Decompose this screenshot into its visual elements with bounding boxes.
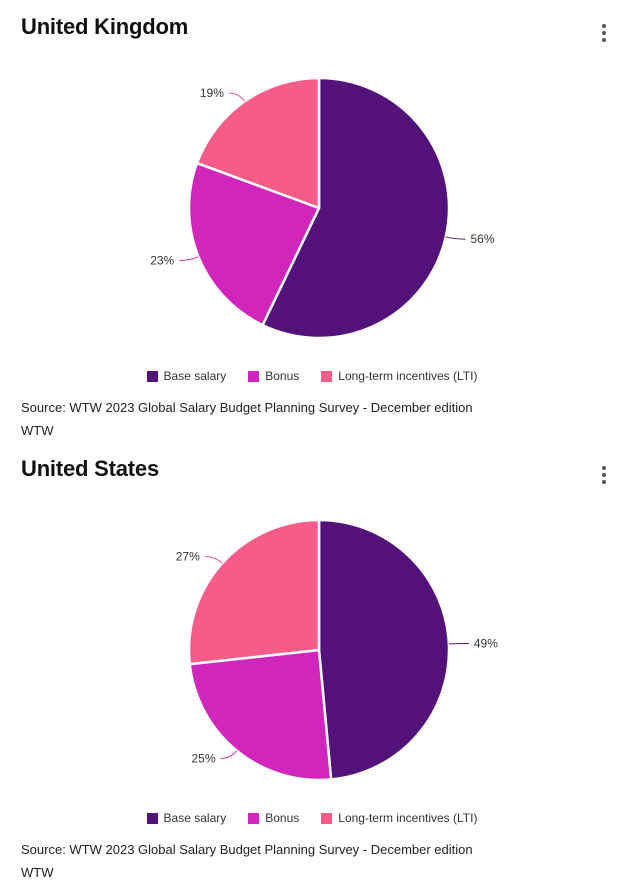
- legend-item-lti[interactable]: Long-term incentives (LTI): [321, 368, 477, 384]
- label-leader-line: [445, 236, 466, 240]
- kebab-menu-icon[interactable]: [596, 464, 612, 488]
- data-label: 56%: [470, 232, 494, 246]
- legend-label: Bonus: [265, 811, 300, 825]
- legend-item-base-salary[interactable]: Base salary: [146, 810, 227, 826]
- pie-chart-uk: 56% 23% 19%: [150, 76, 495, 340]
- source-credit: WTW: [21, 865, 54, 880]
- pie-slice-bonus[interactable]: [187, 161, 321, 327]
- legend-item-bonus[interactable]: Bonus: [248, 368, 299, 384]
- data-label: 19%: [200, 86, 224, 100]
- chart-title: United States: [21, 456, 159, 481]
- data-label: 25%: [191, 751, 215, 765]
- label-leader-line: [204, 556, 223, 564]
- legend-swatch: [146, 370, 158, 382]
- chart-title: United Kingdom: [21, 14, 189, 39]
- legend-label: Base salary: [163, 811, 227, 825]
- pie-slice-bonus[interactable]: [188, 648, 333, 782]
- data-label: 23%: [150, 254, 174, 268]
- pie-slice-base-salary[interactable]: [261, 76, 451, 340]
- legend-swatch: [321, 812, 333, 824]
- legend: Base salary Bonus Long-term incentives (…: [0, 810, 624, 826]
- label-leader-line: [220, 750, 238, 759]
- legend-swatch: [248, 812, 260, 824]
- legend-swatch: [146, 812, 158, 824]
- legend-swatch: [248, 370, 260, 382]
- legend: Base salary Bonus Long-term incentives (…: [0, 368, 624, 384]
- source-note: Source: WTW 2023 Global Salary Budget Pl…: [21, 400, 473, 415]
- legend-label: Long-term incentives (LTI): [338, 811, 478, 825]
- pie-slice-lti[interactable]: [195, 76, 321, 210]
- label-leader-line: [179, 256, 199, 262]
- pie-slice-lti[interactable]: [187, 518, 321, 666]
- pie-chart-us: 49% 25% 27%: [176, 518, 498, 782]
- pie-slice-base-salary[interactable]: [317, 518, 451, 781]
- chart-panel-us: United States 49% 25% 27% Base salary Bonu…: [0, 442, 624, 889]
- source-note: Source: WTW 2023 Global Salary Budget Pl…: [21, 842, 473, 857]
- data-label: 49%: [474, 636, 498, 650]
- label-leader-line: [228, 92, 246, 102]
- legend-item-base-salary[interactable]: Base salary: [146, 368, 227, 384]
- data-label: 27%: [176, 550, 200, 564]
- source-credit: WTW: [21, 423, 54, 438]
- legend-swatch: [321, 370, 333, 382]
- kebab-menu-icon[interactable]: [596, 22, 612, 46]
- legend-item-lti[interactable]: Long-term incentives (LTI): [321, 810, 477, 826]
- legend-label: Bonus: [265, 369, 300, 383]
- legend-label: Long-term incentives (LTI): [338, 369, 478, 383]
- legend-item-bonus[interactable]: Bonus: [248, 810, 299, 826]
- chart-panel-uk: United Kingdom 56% 23% 19% Base salary Bon…: [0, 14, 624, 438]
- legend-label: Base salary: [163, 369, 227, 383]
